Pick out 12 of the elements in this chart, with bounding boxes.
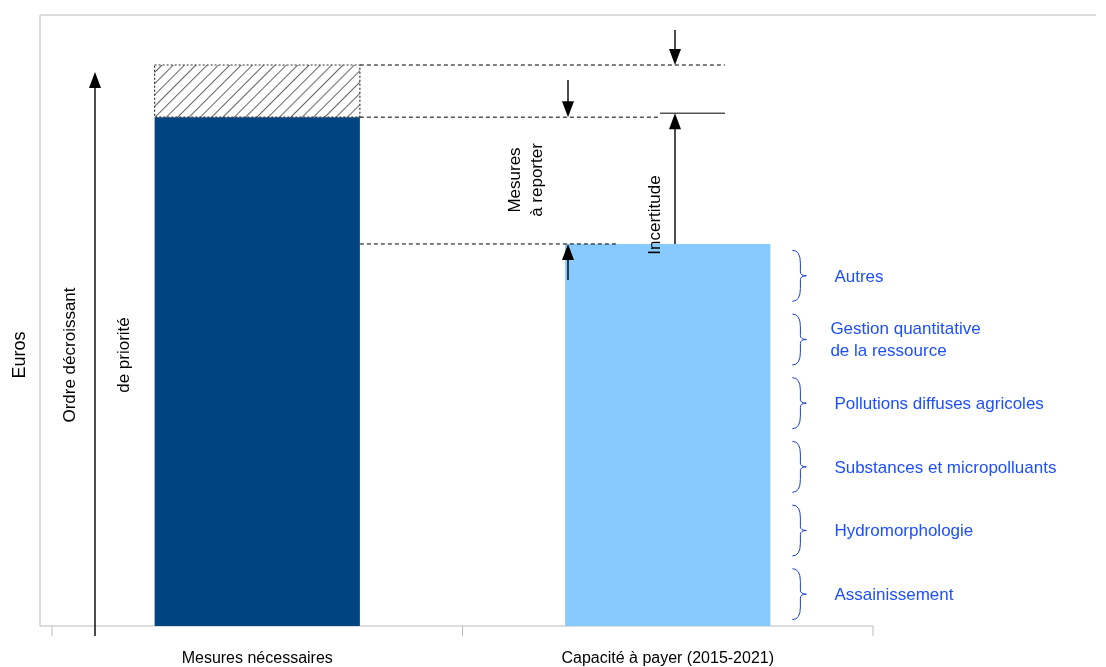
annotation: Mesures à reporter (505, 142, 546, 217)
annotation: Pollutions diffuses agricoles (834, 394, 1044, 414)
annotation: Gestion quantitative de la ressource (830, 319, 981, 361)
annotation: Autres (834, 266, 884, 286)
x-tick-label: Capacité à payer (2015-2021) (561, 649, 775, 666)
y-axis-title: Euros (9, 331, 29, 379)
annotation: Incertitude (645, 175, 664, 255)
annotation: Hydromorphologie (834, 521, 974, 541)
x-tick-label: Mesures nécessaires (181, 649, 333, 666)
annotation: Assainissement (834, 585, 954, 605)
annotation: Substances et micropolluants (834, 457, 1057, 477)
text: Ordre décroissant de priorité (60, 287, 133, 423)
